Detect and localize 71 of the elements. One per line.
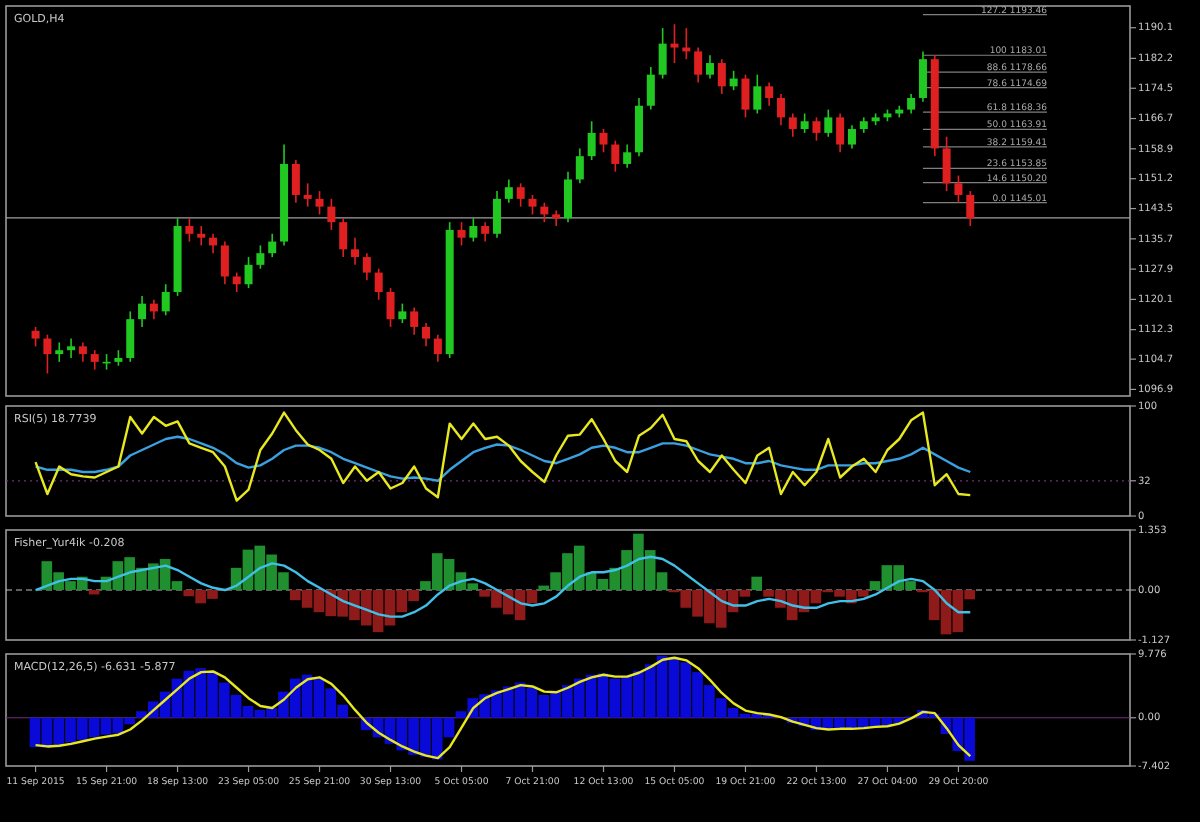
candlestick — [149, 298, 158, 320]
candlestick — [362, 252, 371, 282]
candlestick — [634, 97, 643, 157]
candlestick — [268, 232, 277, 258]
candlestick — [374, 267, 383, 301]
candlestick — [232, 271, 241, 293]
candlestick — [788, 112, 797, 138]
candlestick — [800, 112, 809, 134]
candlestick — [599, 128, 608, 154]
line-series — [34, 555, 972, 618]
candlestick — [575, 147, 584, 185]
candlestick — [942, 135, 951, 192]
candlestick — [31, 326, 40, 348]
candlestick — [78, 341, 87, 363]
candlestick — [220, 240, 229, 286]
candlestick — [291, 159, 300, 204]
candlestick — [587, 120, 596, 161]
candlestick — [351, 236, 360, 266]
candlestick — [540, 201, 549, 223]
candlestick — [907, 93, 916, 115]
candlestick — [812, 116, 821, 142]
candlestick — [717, 58, 726, 95]
candlestick — [138, 295, 147, 328]
candlestick — [564, 170, 572, 223]
candlestick — [623, 143, 632, 169]
candlestick — [836, 112, 845, 154]
candlestick — [670, 23, 679, 64]
line-series — [34, 435, 972, 482]
candlestick — [339, 217, 348, 258]
candlestick — [256, 244, 265, 270]
candlestick — [824, 108, 833, 138]
candlestick — [481, 221, 490, 243]
candlestick — [161, 283, 170, 317]
candlestick — [694, 46, 703, 84]
candlestick — [386, 287, 395, 328]
candlestick — [327, 198, 336, 231]
candlestick — [469, 217, 478, 243]
candlestick — [658, 27, 667, 80]
candlestick — [67, 337, 76, 359]
candlestick — [398, 302, 407, 324]
candlestick — [611, 139, 620, 173]
candlestick — [422, 322, 431, 348]
candlestick — [504, 178, 513, 204]
candlestick — [185, 217, 194, 243]
candlestick — [528, 194, 537, 216]
candlestick — [954, 174, 963, 204]
candlestick — [753, 73, 762, 115]
candlestick — [90, 349, 99, 371]
candlestick — [765, 81, 774, 107]
candlestick — [847, 124, 856, 150]
candlestick — [516, 182, 525, 208]
candlestick — [126, 310, 135, 363]
candlestick — [43, 333, 52, 375]
bar — [751, 576, 763, 591]
candlestick — [433, 333, 442, 363]
candlestick — [244, 256, 253, 289]
candlestick — [966, 190, 975, 227]
candlestick — [55, 341, 64, 363]
candlestick — [457, 221, 466, 247]
candlestick — [209, 232, 218, 254]
candlestick — [493, 190, 502, 239]
candlestick — [315, 190, 324, 216]
candlestick — [705, 54, 714, 80]
candlestick — [776, 93, 785, 126]
candlestick — [918, 50, 927, 103]
candlestick — [741, 73, 750, 119]
candlestick — [729, 70, 738, 92]
candlestick — [410, 306, 419, 336]
candlestick — [197, 225, 206, 247]
candlestick — [646, 66, 655, 111]
candlestick — [303, 182, 312, 208]
